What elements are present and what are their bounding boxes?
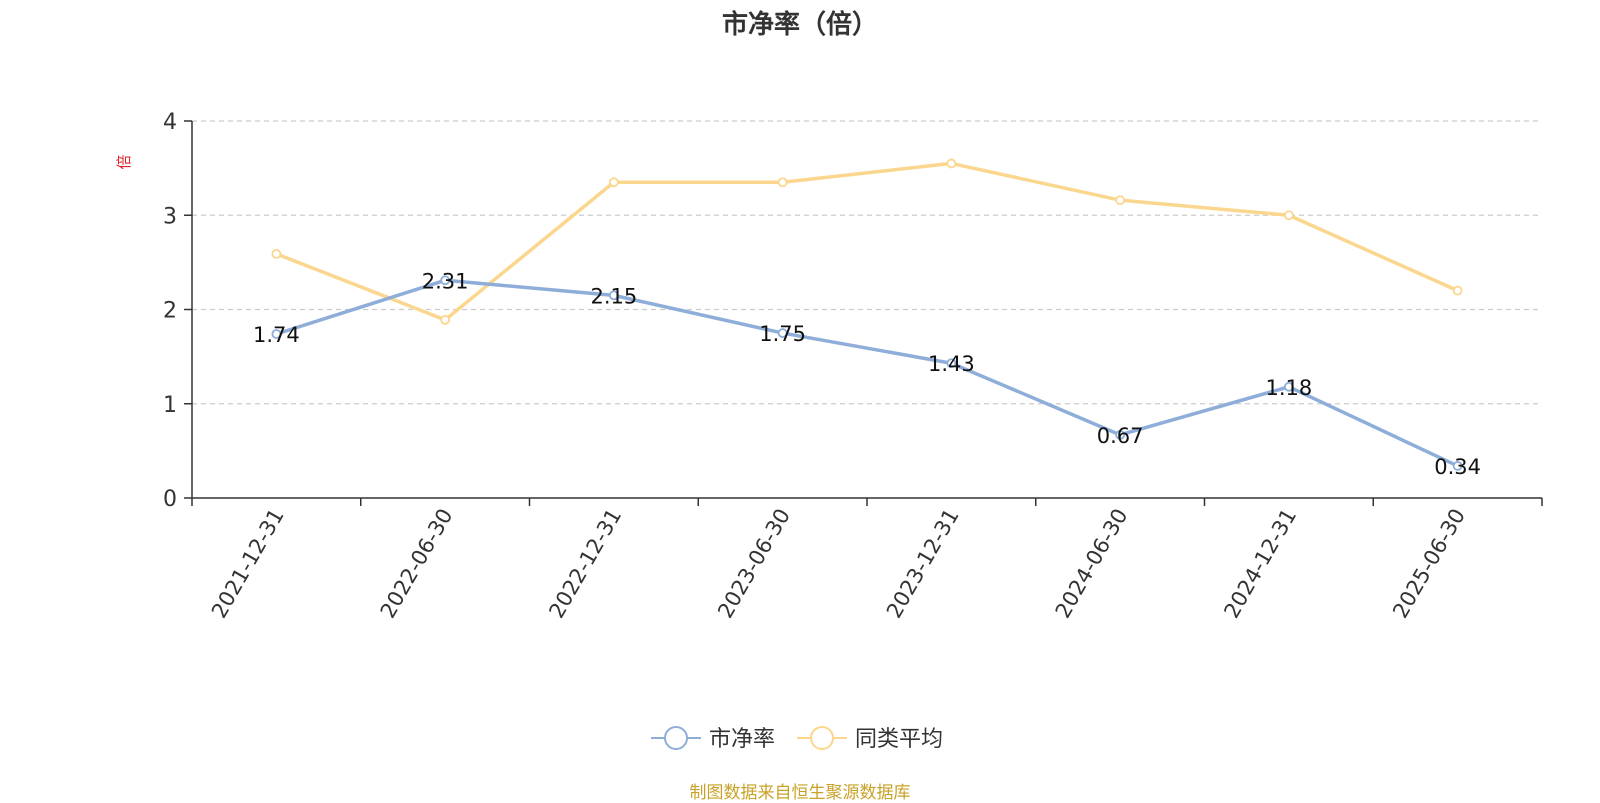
data-point: [946, 158, 957, 169]
data-point: [608, 290, 619, 301]
series-layer: [271, 158, 1463, 471]
y-tick-label: 3: [163, 204, 177, 229]
data-label: 1.18: [1265, 376, 1312, 400]
x-tick-label: 2023-12-31: [882, 505, 964, 623]
data-label-layer: 1.74 2.31 2.15 1.75 1.43 0.67 1.18 0.34: [253, 269, 1481, 479]
y-tick-label: 0: [163, 487, 177, 512]
data-label: 1.74: [253, 323, 300, 347]
x-tick-label: 2024-06-30: [1051, 505, 1133, 623]
series-line: [275, 161, 1459, 322]
x-tick-label: 2023-06-30: [713, 505, 795, 623]
grid-layer: [192, 120, 1542, 405]
y-tick-label: 1: [163, 393, 177, 418]
data-point: [440, 314, 451, 325]
data-label: 1.75: [759, 322, 806, 346]
x-tick-label: 2022-12-31: [544, 505, 626, 623]
x-tick-label: 2021-12-31: [207, 505, 289, 623]
chart-title: 市净率（倍）: [721, 10, 878, 40]
data-point: [608, 177, 619, 188]
y-tick-label: 2: [163, 299, 177, 324]
x-tick-label: 2024-12-31: [1219, 505, 1301, 623]
data-point: [946, 358, 957, 369]
data-point: [440, 275, 451, 286]
series-line: [275, 278, 1459, 468]
data-point: [271, 248, 282, 259]
source-note: 制图数据来自恒生聚源数据库: [689, 783, 911, 803]
data-point: [1283, 210, 1294, 221]
x-tick-label: 2025-06-30: [1388, 505, 1470, 623]
axis-layer: 0 1 2 3 4 2021-12-31 2022-06-30 2022-12-31 2023-…: [163, 110, 1543, 623]
data-point: [1115, 429, 1126, 440]
data-label: 2.15: [590, 284, 637, 308]
data-point: [1452, 461, 1463, 471]
y-axis-label: 倍: [115, 154, 133, 169]
data-point: [777, 177, 788, 188]
legend: 市净率 同类平均: [651, 726, 943, 752]
legend-label: 市净率: [709, 727, 775, 752]
data-point: [271, 329, 282, 339]
y-tick-label: 4: [163, 110, 177, 135]
data-point: [777, 328, 788, 338]
data-point: [1452, 285, 1463, 296]
legend-label: 同类平均: [855, 727, 943, 752]
data-label: 2.31: [422, 269, 469, 293]
data-label: 1.43: [928, 352, 975, 376]
legend-swatch-marker: [810, 726, 835, 750]
data-label: 0.67: [1097, 424, 1144, 448]
legend-swatch-marker: [664, 726, 688, 750]
data-label: 0.34: [1434, 455, 1481, 479]
data-point: [1283, 381, 1294, 392]
data-point: [1115, 195, 1126, 206]
x-tick-label: 2022-06-30: [376, 505, 458, 623]
